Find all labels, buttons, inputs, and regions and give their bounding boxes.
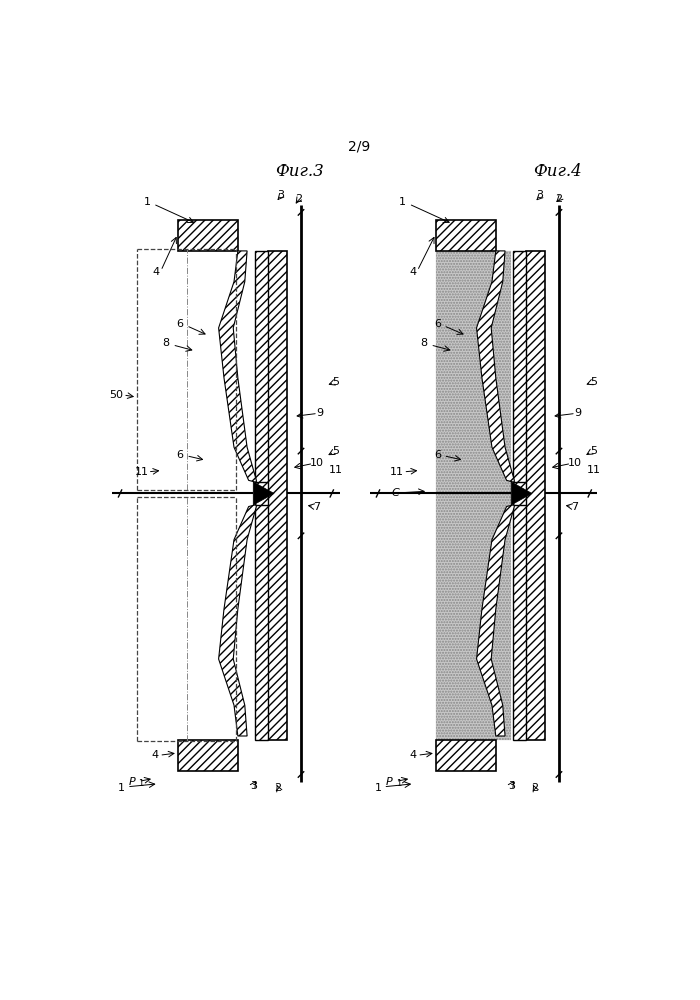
Polygon shape [511,482,532,505]
Text: 11: 11 [134,467,148,477]
Bar [435,251,511,740]
Text: 2: 2 [531,783,538,793]
Text: P: P [386,777,393,787]
Text: 8: 8 [421,338,428,348]
Text: 2: 2 [274,783,281,793]
Text: 9: 9 [575,408,582,418]
Text: 3: 3 [508,781,514,791]
Text: 1: 1 [144,197,150,207]
Text: 1: 1 [374,783,382,793]
Text: 2: 2 [555,194,563,204]
Text: 10: 10 [309,458,323,468]
Bar [178,220,238,251]
Text: 1: 1 [396,779,401,788]
Text: Фиг.3: Фиг.3 [275,163,324,180]
Bar [435,220,496,251]
Text: 7: 7 [570,502,578,512]
Text: 6: 6 [434,319,441,329]
Bar [512,251,526,740]
Text: 5: 5 [590,446,597,456]
Polygon shape [218,251,256,482]
Text: 9: 9 [316,408,324,418]
Text: 11: 11 [391,467,405,477]
Text: 1: 1 [138,779,144,788]
Text: 4: 4 [153,267,160,277]
Text: 4: 4 [409,267,416,277]
Polygon shape [253,482,274,505]
Bar [435,740,496,771]
Text: 3: 3 [536,190,543,200]
Text: 11: 11 [329,465,343,475]
Text: 2/9: 2/9 [348,140,370,154]
Text: P: P [128,777,135,787]
Bar [255,251,268,740]
Text: 5: 5 [332,377,339,387]
Bar [268,251,287,740]
Text: 11: 11 [587,465,601,475]
Text: 6: 6 [176,319,183,329]
Bar [526,251,545,740]
Text: 50: 50 [109,390,123,400]
Text: 1: 1 [399,197,406,207]
Polygon shape [477,505,514,736]
Bar [435,251,511,740]
Text: C: C [392,488,400,498]
Text: 5: 5 [590,377,597,387]
Text: 4: 4 [409,750,416,760]
Text: 1: 1 [118,783,125,793]
Bar [178,740,238,771]
Text: 3: 3 [276,190,284,200]
Text: 8: 8 [162,338,170,348]
Text: 5: 5 [332,446,339,456]
Text: 3: 3 [250,781,257,791]
Polygon shape [218,505,256,736]
Polygon shape [477,251,514,482]
Text: 7: 7 [313,502,320,512]
Text: 10: 10 [567,458,581,468]
Text: Фиг.4: Фиг.4 [533,163,582,180]
Text: 2: 2 [295,194,302,204]
Text: 4: 4 [151,750,158,760]
Text: 6: 6 [434,450,441,460]
Text: 6: 6 [176,450,183,460]
